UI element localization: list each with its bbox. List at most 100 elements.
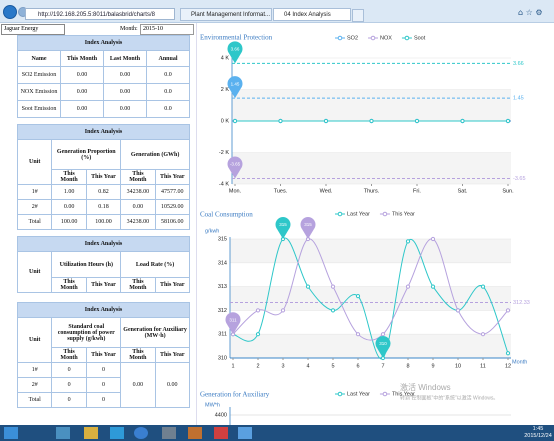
group-header: Generation for Auxiliary (MW·h) bbox=[120, 317, 190, 348]
marker-pin bbox=[227, 76, 243, 99]
table-title-row: Index Analysis bbox=[17, 35, 190, 51]
table-title: Index Analysis bbox=[17, 302, 190, 318]
plant-select[interactable]: Jaguar Energy bbox=[1, 24, 65, 35]
marker-label: -3.65 bbox=[230, 162, 241, 167]
new-tab[interactable] bbox=[352, 9, 364, 22]
x-tick-label: Tues. bbox=[274, 188, 288, 194]
table-cell: Total bbox=[16, 214, 53, 230]
unit-header: Unit bbox=[16, 139, 53, 185]
time: 1:45 bbox=[532, 426, 544, 432]
tab[interactable]: 04 Index Analysis bbox=[273, 8, 351, 21]
data-point bbox=[355, 332, 361, 337]
table-cell: 0.00 bbox=[51, 199, 87, 215]
x-tick-label: 4 bbox=[306, 363, 309, 369]
table-cell: NOX Emission bbox=[17, 83, 61, 101]
group-header: Load Rate (%) bbox=[120, 251, 190, 278]
sub-header: This Year bbox=[85, 347, 122, 363]
data-point bbox=[460, 118, 465, 124]
data-row: 1# 1.00 0.82 34238.00 47577.00 bbox=[16, 184, 191, 200]
taskbar-app[interactable] bbox=[84, 427, 98, 439]
legend-dot bbox=[404, 35, 410, 41]
toolbar-icons[interactable]: ⌂ ☆ ⚙ bbox=[518, 8, 543, 17]
column-header: Last Month bbox=[103, 50, 147, 67]
legend-dot bbox=[382, 211, 388, 217]
back-button[interactable] bbox=[3, 5, 17, 19]
marker-pin bbox=[300, 217, 316, 239]
split-area bbox=[230, 239, 511, 263]
table-title-row: Index Analysis bbox=[17, 302, 190, 318]
legend-dot bbox=[370, 35, 376, 41]
average-label: 312.33 bbox=[513, 300, 530, 306]
table-title-row: Index Analysis bbox=[17, 236, 190, 252]
table-title: Index Analysis bbox=[17, 35, 190, 51]
column-header: Name bbox=[17, 50, 61, 67]
data-point bbox=[330, 308, 336, 313]
merged-cell: 0.00 bbox=[120, 362, 156, 408]
data-point bbox=[232, 118, 238, 124]
legend-label: This Year bbox=[392, 211, 415, 217]
index-table: Index Analysis Unit Utilization Hours (h) L… bbox=[16, 236, 191, 293]
data-row: Soot Emission 0.00 0.00 0.0 bbox=[17, 100, 190, 118]
data-point bbox=[414, 118, 420, 124]
x-axis-label: Month bbox=[512, 359, 527, 365]
sub-header: This Month bbox=[120, 277, 156, 293]
table-cell: 100.00 bbox=[85, 214, 122, 230]
table-cell: 0.00 bbox=[120, 199, 156, 215]
marker-pin bbox=[227, 41, 243, 64]
legend-label: Last Year bbox=[347, 391, 370, 397]
data-point bbox=[255, 332, 261, 337]
taskbar-app[interactable] bbox=[56, 427, 70, 439]
data-point bbox=[480, 332, 486, 337]
data-point bbox=[280, 308, 286, 313]
marker-pin bbox=[227, 156, 243, 179]
taskbar-app[interactable] bbox=[162, 427, 176, 439]
taskbar-app[interactable] bbox=[214, 427, 228, 439]
tab[interactable]: Plant Management Informat... bbox=[180, 8, 272, 21]
marker-label: 1.45 bbox=[231, 81, 240, 86]
table-cell: 0.00 bbox=[103, 66, 147, 84]
data-row: 2# 0.00 0.18 0.00 10529.00 bbox=[16, 199, 191, 215]
marker-pin bbox=[375, 336, 391, 358]
unit-header: Unit bbox=[16, 251, 53, 293]
sub-header: This Month bbox=[51, 277, 87, 293]
table-cell: 0.00 bbox=[103, 100, 147, 118]
taskbar-app[interactable] bbox=[134, 427, 148, 439]
marker-label: 315 bbox=[279, 222, 287, 227]
table-cell: 0.00 bbox=[60, 83, 104, 101]
table-cell: 0.18 bbox=[85, 199, 122, 215]
table-cell: 0 bbox=[85, 362, 122, 378]
y-tick-label: 315 bbox=[218, 236, 227, 242]
x-tick-label: Wed. bbox=[320, 188, 333, 194]
x-tick-label: Sun. bbox=[502, 188, 514, 194]
address-bar[interactable]: http://192.168.205.5:8011/balasbrid/char… bbox=[25, 8, 175, 20]
y-tick-label: 314 bbox=[218, 260, 227, 266]
split-area bbox=[230, 334, 511, 358]
y-tick-label: 4400 bbox=[215, 412, 227, 418]
x-tick-label: 6 bbox=[356, 363, 359, 369]
start-button[interactable] bbox=[4, 427, 18, 439]
data-point bbox=[405, 284, 411, 289]
table-cell: 1# bbox=[16, 184, 53, 200]
taskbar-app[interactable] bbox=[188, 427, 202, 439]
data-row: SO2 Emission 0.00 0.00 0.0 bbox=[17, 66, 190, 84]
y-axis-label: g/kwh bbox=[205, 228, 219, 234]
table-title: Index Analysis bbox=[17, 236, 190, 252]
month-input[interactable]: 2015-10 bbox=[140, 24, 194, 35]
table-cell: 1# bbox=[16, 362, 53, 378]
taskbar-app[interactable] bbox=[238, 427, 252, 439]
month-label: Month: bbox=[120, 26, 138, 32]
table-cell: 34238.00 bbox=[120, 184, 156, 200]
legend-dot bbox=[337, 35, 343, 41]
taskbar-app[interactable] bbox=[110, 427, 124, 439]
legend-label: This Year bbox=[392, 391, 415, 397]
y-tick-label: -2 K bbox=[219, 150, 229, 156]
group-header: Generation (GWh) bbox=[120, 139, 190, 170]
table-cell: 10529.00 bbox=[154, 199, 191, 215]
group-row: Unit Standard coal consumption of power s… bbox=[16, 317, 190, 363]
marker-line-label: 1.45 bbox=[513, 96, 524, 102]
column-header: This Month bbox=[60, 50, 104, 67]
data-point bbox=[430, 236, 436, 242]
x-tick-label: 12 bbox=[505, 363, 511, 369]
